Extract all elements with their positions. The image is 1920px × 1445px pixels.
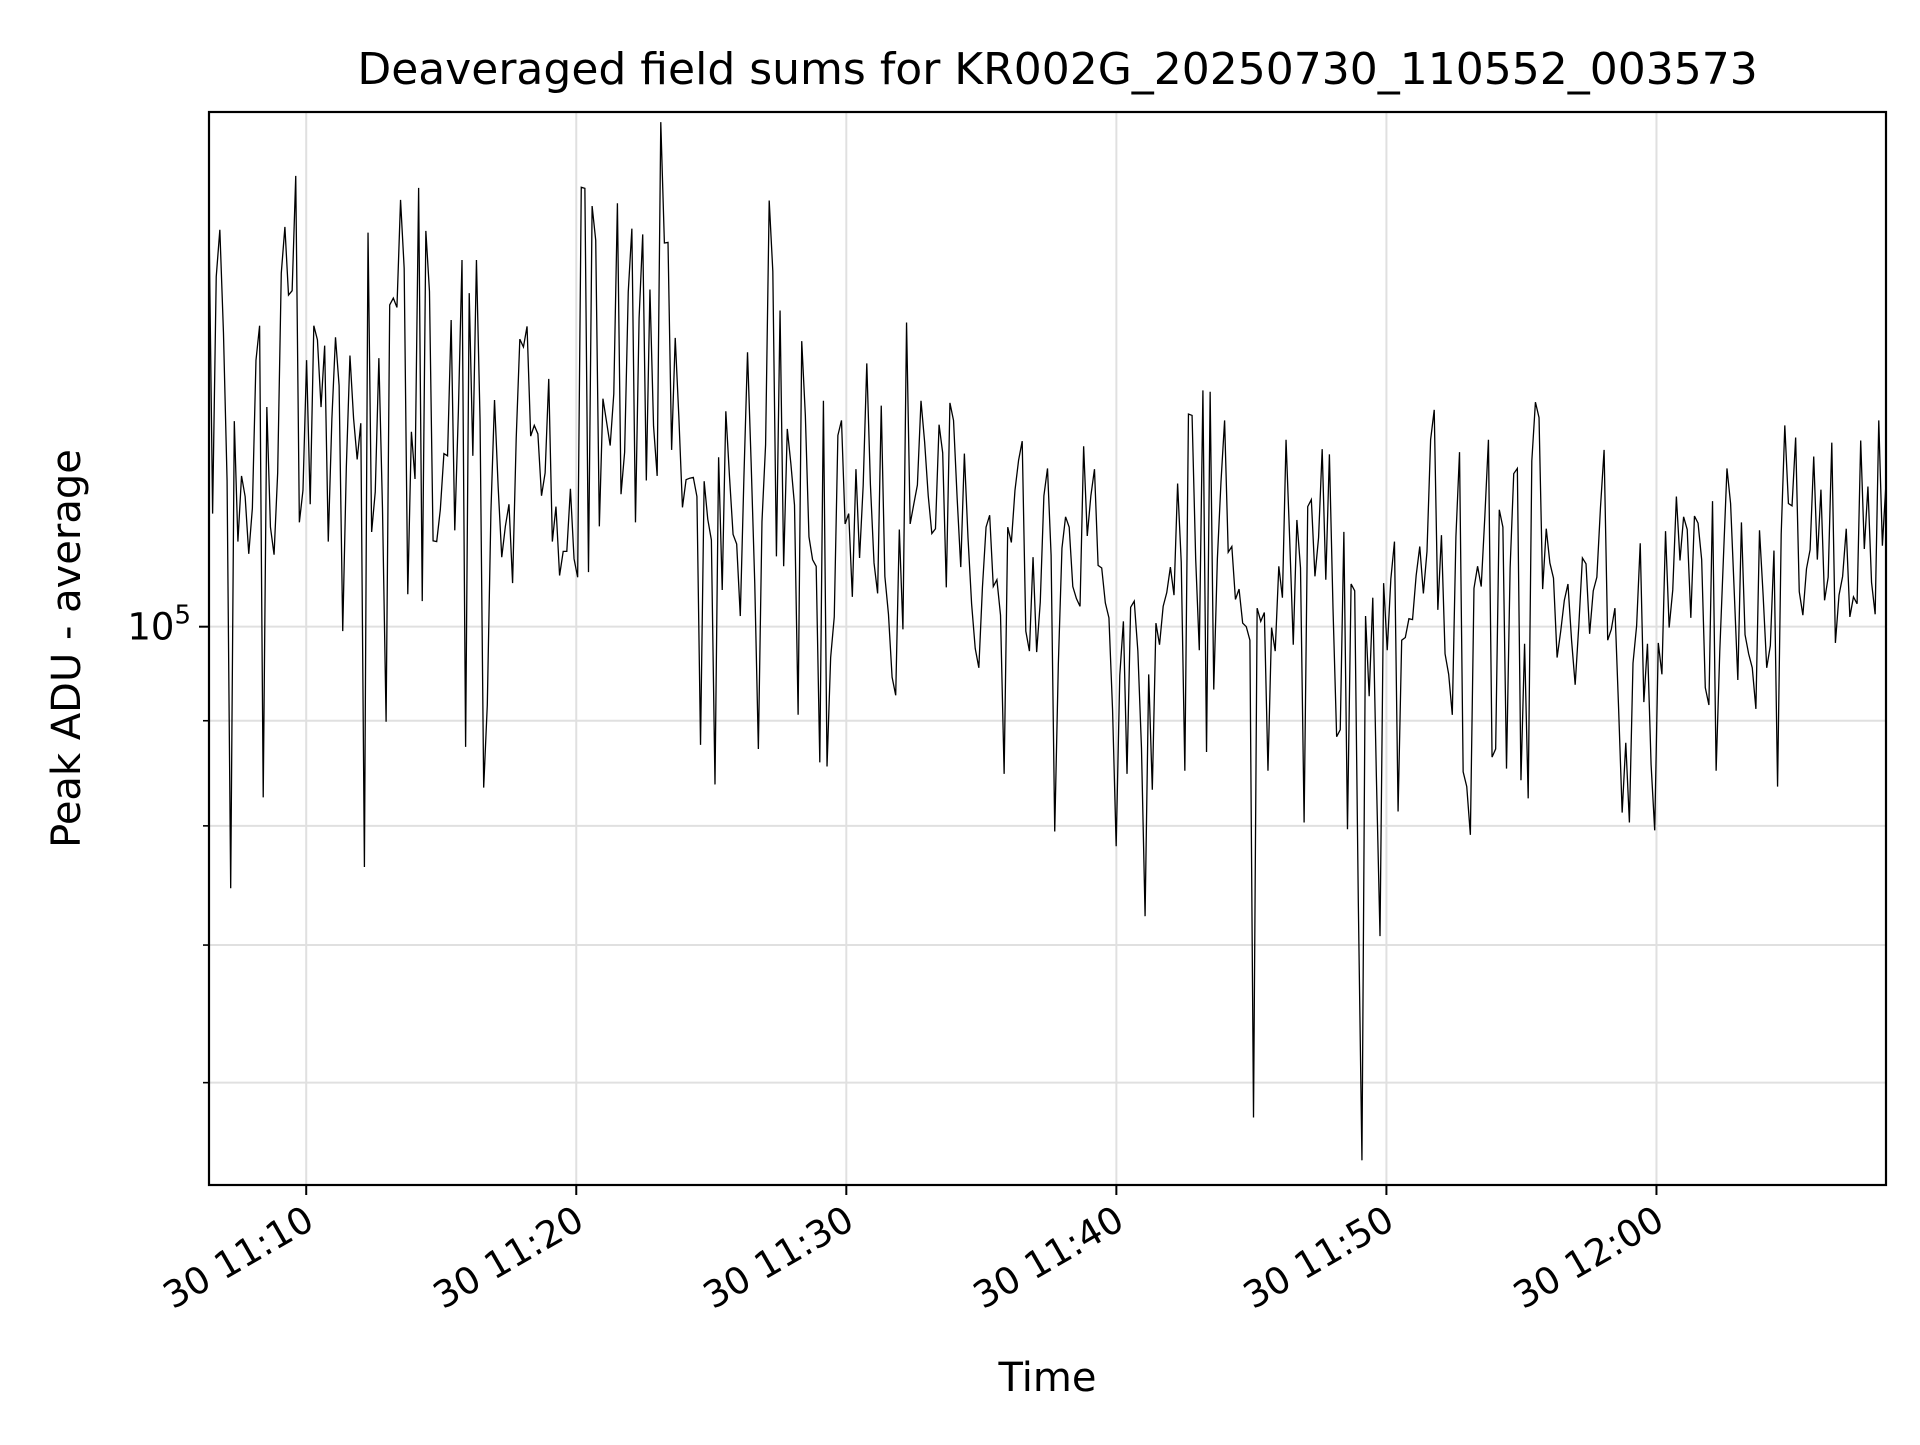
x-axis-label: Time [998, 1355, 1097, 1401]
axes-frame [207, 110, 1888, 1187]
y-tick-label: 105 [127, 601, 191, 649]
grid [209, 112, 1886, 1185]
y-axis-label: Peak ADU - average [44, 449, 90, 848]
plot-area [208, 122, 1887, 1161]
chart-title: Deaveraged field sums for KR002G_2025073… [357, 44, 1757, 95]
series-line [208, 122, 1887, 1161]
